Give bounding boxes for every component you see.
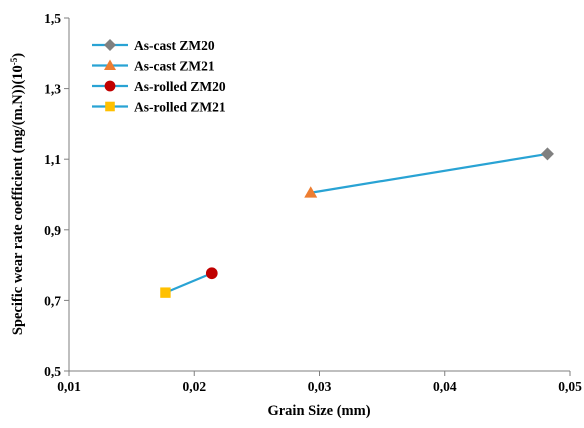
x-tick-label: 0,04: [433, 379, 457, 394]
y-axis-title-superscript: -5: [9, 57, 19, 65]
legend-label: As-cast ZM20: [134, 38, 215, 53]
x-tick-label: 0,02: [182, 379, 206, 394]
y-axis-title-suffix: ): [10, 53, 26, 58]
y-tick-label: 0,7: [44, 293, 61, 308]
data-markers: [160, 147, 554, 298]
y-axis-title-main: Specific wear rate coefficient (mg/(m.N)…: [10, 65, 26, 335]
axes: 0,01 0,02 0,03 0,04 0,05 0,5 0,7 0,9 1,1 1,3 1,5: [44, 11, 582, 394]
series-connector-line: [165, 272, 213, 294]
x-tick-label: 0,03: [308, 379, 332, 394]
y-tick-label: 0,5: [44, 364, 61, 379]
legend-label: As-rolled ZM20: [134, 79, 226, 94]
data-point-circle: [205, 267, 218, 280]
y-tick-label: 1,5: [44, 11, 61, 26]
data-point-diamond: [540, 147, 554, 161]
y-tick-label: 0,9: [44, 223, 61, 238]
y-tick-label: 1,3: [44, 82, 61, 97]
legend-marker-triangle: [104, 59, 116, 70]
y-tick-label: 1,1: [44, 152, 61, 167]
series-connector-line: [310, 152, 548, 194]
data-point-square: [160, 287, 171, 298]
legend-label: As-cast ZM21: [134, 59, 215, 74]
data-point-triangle: [304, 186, 318, 198]
legend-label: As-rolled ZM21: [134, 100, 226, 115]
x-axis-title: Grain Size (mm): [267, 403, 370, 419]
connector-lines: [165, 152, 548, 294]
legend: As-cast ZM20 As-cast ZM21 As-rolled ZM20 As…: [92, 38, 226, 115]
legend-marker-square: [105, 101, 115, 112]
legend-marker-circle: [104, 80, 116, 92]
y-axis-title: Specific wear rate coefficient (mg/(m.N)…: [9, 53, 26, 335]
x-tick-label: 0,05: [558, 379, 582, 394]
x-tick-label: 0,01: [57, 379, 81, 394]
legend-marker-diamond: [104, 39, 116, 51]
